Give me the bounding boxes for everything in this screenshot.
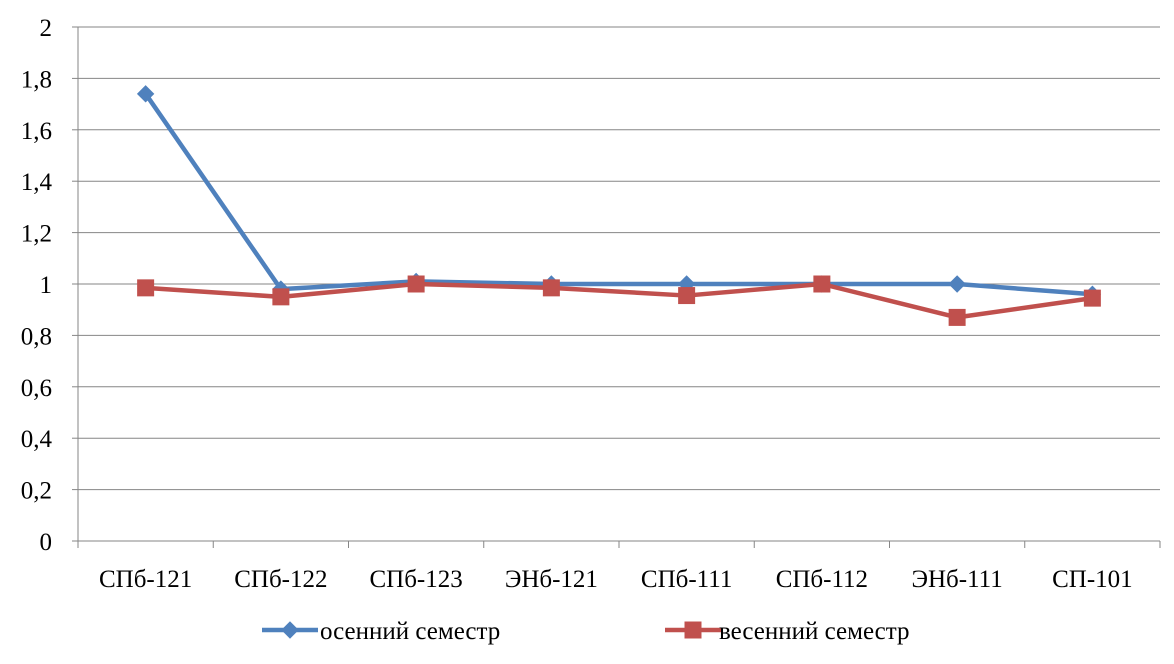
legend-item: весенний семестр (665, 618, 910, 645)
legend-label: весенний семестр (719, 618, 910, 645)
data-point (813, 275, 831, 293)
data-point (678, 287, 696, 305)
grid-layer (78, 26, 1160, 491)
data-point (136, 85, 155, 103)
legend: осенний семестр весенний семестр (262, 618, 910, 645)
series-1 (136, 85, 1102, 303)
y-tick-label: 0,2 (21, 478, 52, 505)
data-point (542, 279, 560, 297)
x-tick-label: СПб-123 (369, 566, 462, 593)
legend-label: осенний семестр (320, 618, 500, 645)
series-2 (137, 275, 1101, 326)
y-tick-label: 0,6 (21, 375, 52, 402)
y-tick-label: 2 (40, 15, 53, 42)
legend-item: осенний семестр (262, 618, 500, 645)
series-line (143, 92, 1093, 297)
legend-marker (281, 621, 299, 639)
y-tick-label: 0 (40, 529, 53, 556)
x-tick-label: СПб-121 (99, 566, 192, 593)
legend-marker (684, 621, 702, 639)
y-tick-label: 0,8 (21, 323, 52, 350)
x-tick-label: ЭНб-121 (505, 566, 598, 593)
x-tick-label: СП-101 (1052, 566, 1133, 593)
y-tick-label: 1,6 (21, 118, 52, 145)
data-point (137, 279, 155, 297)
data-point (948, 308, 966, 326)
y-tick-label: 1,2 (21, 221, 52, 248)
series-line (145, 281, 1093, 320)
y-tick-label: 1,8 (21, 66, 52, 93)
data-point (407, 275, 425, 293)
y-tick-label: 1,4 (21, 169, 53, 196)
y-tick-label: 1 (40, 272, 53, 299)
x-tick-label: ЭНб-111 (912, 566, 1003, 593)
data-point (272, 288, 290, 306)
y-tick-label: 0,4 (21, 426, 53, 453)
axis-layer (72, 26, 1161, 548)
x-tick-label: СПб-111 (641, 566, 732, 593)
data-point (1083, 289, 1101, 307)
x-tick-label: СПб-122 (234, 566, 327, 593)
label-layer: 0 0,2 0,4 0,6 0,8 1 1,2 1,4 1,6 1,8 2 СПб-121 СПб-12… (21, 15, 1133, 593)
data-point (948, 275, 966, 293)
series-layer (136, 85, 1102, 326)
x-tick-label: СПб-112 (776, 566, 868, 593)
